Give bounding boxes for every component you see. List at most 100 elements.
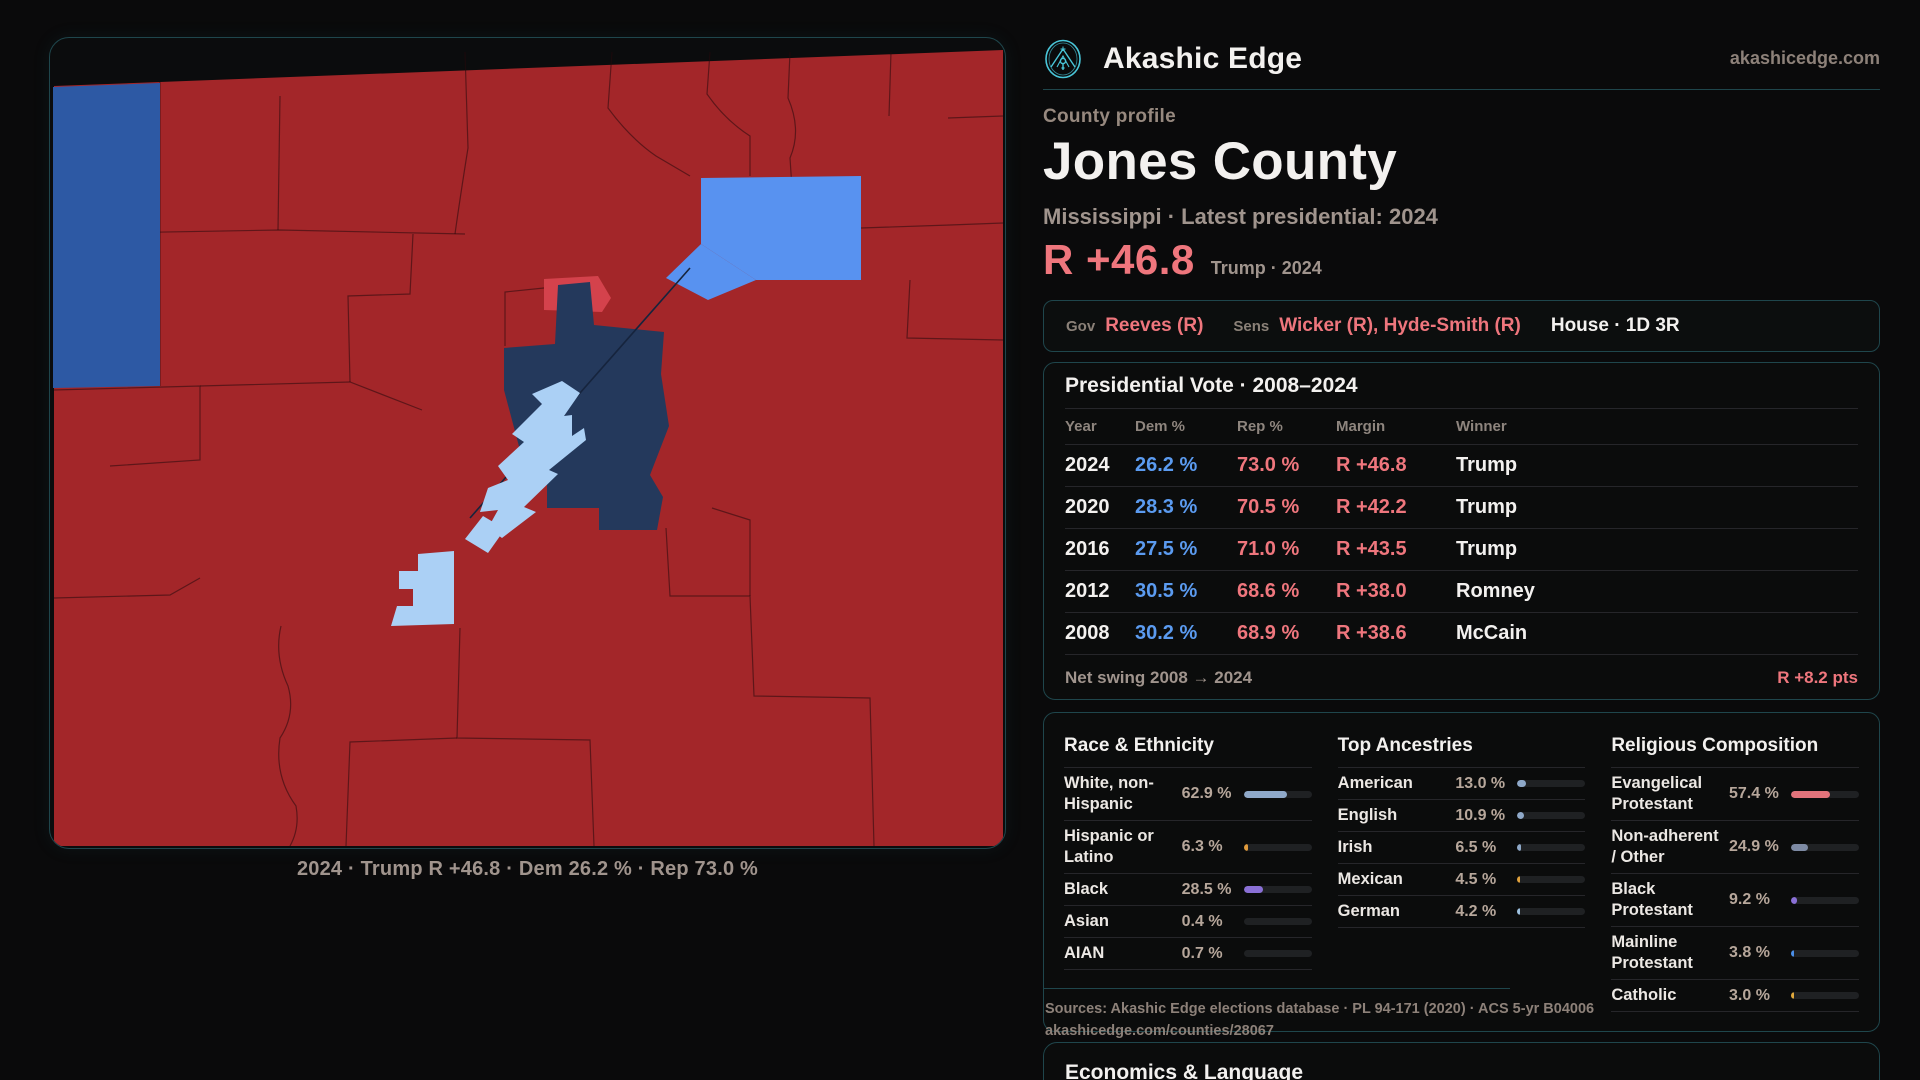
race-title: Race & Ethnicity [1064, 727, 1312, 768]
header: Akashic Edge akashicedge.com [1043, 28, 1880, 90]
demo-value: 6.5 % [1455, 838, 1497, 856]
vote-table-row: 2008 30.2 % 68.9 % R +38.6 McCain [1065, 613, 1858, 655]
demo-value: 3.8 % [1729, 944, 1770, 961]
gov-value: Reeves (R) [1105, 315, 1204, 336]
vote-cell: 2012 [1065, 580, 1110, 602]
demo-bar [1517, 812, 1586, 819]
demo-value: 4.5 % [1455, 870, 1497, 888]
demo-row: English 10.9 % [1337, 800, 1586, 832]
vote-cell: 2024 [1065, 454, 1110, 476]
headline-margin: R +46.8 Trump · 2024 [1043, 236, 1322, 284]
vote-cell: 68.9 % [1237, 622, 1300, 644]
demo-row: American 13.0 % [1337, 768, 1586, 800]
demo-value: 6.3 % [1181, 838, 1223, 855]
sources-note: Sources: Akashic Edge elections database… [1045, 998, 1594, 1042]
vote-table-header: Year Dem % Rep % Margin Winner [1065, 409, 1858, 445]
demo-value: 57.4 % [1729, 785, 1779, 802]
profile-kicker: County profile [1043, 106, 1176, 127]
vote-cell: 27.5 % [1135, 538, 1198, 560]
vote-cell: 26.2 % [1135, 454, 1198, 476]
demo-row: Mainline Protestant 3.8 % [1611, 927, 1859, 980]
house-value: House · 1D 3R [1550, 315, 1680, 336]
demo-row: Irish 6.5 % [1337, 832, 1586, 864]
demo-row: Black 28.5 % [1064, 874, 1312, 906]
demo-row: Black Protestant 9.2 % [1611, 874, 1859, 927]
col-winner: Winner [1456, 418, 1507, 435]
map-region-cornflower-tail[interactable] [666, 244, 756, 300]
vote-cell: Romney [1456, 580, 1535, 602]
map-region-pale-diamond[interactable] [465, 516, 505, 553]
economics-title: Economics & Language [1065, 1061, 1304, 1080]
county-map-panel[interactable] [49, 37, 1006, 849]
demo-value: 28.5 % [1181, 880, 1232, 898]
demo-bar [1243, 843, 1312, 851]
vote-cell: 30.5 % [1135, 580, 1198, 602]
demo-label: German [1337, 902, 1401, 920]
vote-cell: R +38.6 [1336, 622, 1407, 644]
vote-cell: 2020 [1065, 496, 1110, 518]
economics-language-panel: Economics & Language [1043, 1042, 1880, 1080]
demo-row: German 4.2 % [1337, 896, 1586, 928]
demographics-panel: Race & Ethnicity White, non-Hispanic 62.9… [1043, 712, 1880, 1032]
presidential-vote-panel: Presidential Vote · 2008–2024 Year Dem %… [1043, 362, 1880, 700]
demo-label: Non-adherent / Other [1611, 827, 1719, 866]
sens-value: Wicker (R), Hyde-Smith (R) [1279, 315, 1521, 336]
race-ethnicity-column: Race & Ethnicity White, non-Hispanic 62.9… [1064, 727, 1312, 1012]
demo-label: White, non-Hispanic [1064, 774, 1154, 813]
vote-cell: Trump [1456, 538, 1518, 560]
map-region-cornflower[interactable] [701, 176, 861, 280]
map-region-blue[interactable] [53, 83, 160, 388]
demo-bar [1243, 918, 1312, 925]
religion-title: Religious Composition [1611, 727, 1859, 768]
demo-label: AIAN [1064, 944, 1105, 962]
demo-value: 0.4 % [1181, 912, 1223, 930]
demo-bar [1791, 896, 1859, 904]
demo-row: Mexican 4.5 % [1337, 864, 1586, 896]
col-year: Year [1065, 418, 1097, 435]
demo-label: Mexican [1337, 870, 1403, 888]
vote-cell: R +42.2 [1336, 496, 1407, 518]
vote-cell: R +38.0 [1336, 580, 1407, 602]
gov-label: Gov [1066, 317, 1096, 335]
vote-cell: 71.0 % [1237, 538, 1300, 560]
demo-bar [1243, 790, 1312, 798]
col-dem: Dem % [1135, 418, 1186, 435]
map-region-navy[interactable] [504, 282, 669, 530]
map-region-pale-block[interactable] [391, 551, 454, 626]
vote-cell: 2008 [1065, 622, 1110, 644]
demo-value: 9.2 % [1729, 891, 1770, 908]
demo-bar [1791, 949, 1859, 957]
vote-table-row: 2020 28.3 % 70.5 % R +42.2 Trump [1065, 487, 1858, 529]
vote-cell: 2016 [1065, 538, 1110, 560]
demo-bar [1791, 992, 1859, 999]
demo-label: Mainline Protestant [1611, 933, 1693, 972]
demo-row: Catholic 3.0 % [1611, 980, 1859, 1012]
demo-row: Hispanic or Latino 6.3 % [1064, 821, 1312, 874]
demo-row: Non-adherent / Other 24.9 % [1611, 821, 1859, 874]
county-boundaries [53, 51, 1004, 847]
demo-value: 24.9 % [1729, 838, 1779, 855]
demo-bar [1243, 886, 1312, 893]
vote-cell: Trump [1456, 454, 1518, 476]
vote-cell: 28.3 % [1135, 496, 1198, 518]
vote-cell: 30.2 % [1135, 622, 1198, 644]
vote-table-title: Presidential Vote · 2008–2024 [1065, 363, 1858, 409]
vote-cell: R +46.8 [1336, 454, 1407, 476]
officials-bar: Gov Reeves (R) Sens Wicker (R), Hyde-Smi… [1043, 300, 1880, 352]
demo-bar [1517, 780, 1586, 787]
demo-bar [1243, 950, 1312, 957]
county-map[interactable] [50, 38, 1006, 849]
brand-site-link[interactable]: akashicedge.com [1729, 48, 1880, 68]
demo-row: White, non-Hispanic 62.9 % [1064, 768, 1312, 821]
sources-url-link[interactable]: akashicedge.com/counties/28067 [1045, 1023, 1274, 1039]
demo-label: Black Protestant [1611, 880, 1693, 919]
net-swing-value: R +8.2 pts [1777, 668, 1858, 687]
vote-cell: 68.6 % [1237, 580, 1300, 602]
col-margin: Margin [1336, 418, 1386, 435]
demo-value: 62.9 % [1181, 785, 1232, 802]
demo-value: 10.9 % [1455, 806, 1506, 824]
vote-table-row: 2016 27.5 % 71.0 % R +43.5 Trump [1065, 529, 1858, 571]
map-region-pale-strip[interactable] [480, 381, 586, 538]
vote-cell: Trump [1456, 496, 1518, 518]
col-rep: Rep % [1237, 418, 1283, 435]
